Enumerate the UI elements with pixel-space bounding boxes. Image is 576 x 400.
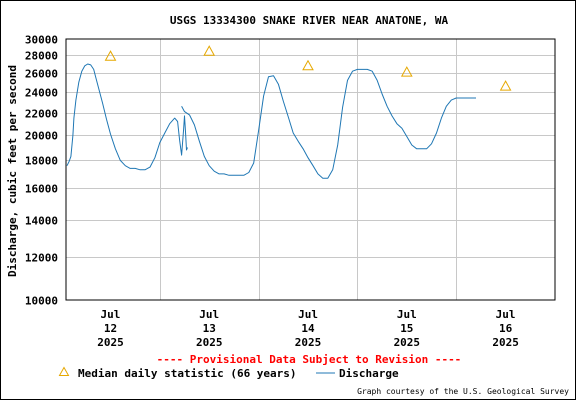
y-tick-label: 16000 [25, 183, 58, 196]
x-tick-year: 2025 [295, 336, 322, 349]
credit-text: Graph courtesy of the U.S. Geological Su… [357, 387, 569, 396]
y-tick-label: 28000 [25, 50, 58, 63]
x-tick-year: 2025 [196, 336, 223, 349]
x-tick-labels: Jul122025Jul132025Jul142025Jul152025Jul1… [97, 308, 519, 349]
y-tick-label: 24000 [25, 87, 58, 100]
y-tick-label: 10000 [25, 295, 58, 308]
legend-median-marker [58, 366, 70, 376]
legend: Median daily statistic (66 years) Discha… [58, 366, 399, 380]
x-tick-month: Jul [101, 308, 121, 321]
series-layer [66, 45, 512, 179]
y-axis-label: Discharge, cubic feet per second [6, 65, 19, 277]
plot-area-border [65, 38, 556, 301]
median-marker [104, 50, 117, 61]
discharge-line [181, 68, 476, 179]
x-tick-year: 2025 [97, 336, 124, 349]
chart-title: USGS 13334300 SNAKE RIVER NEAR ANATONE, … [170, 14, 449, 27]
y-tick-label: 18000 [25, 155, 58, 168]
x-tick-month: Jul [496, 308, 516, 321]
x-tick-day: 12 [104, 322, 117, 335]
x-tick-day: 13 [203, 322, 216, 335]
x-tick-year: 2025 [492, 336, 519, 349]
x-tick-day: 14 [301, 322, 315, 335]
x-tick-year: 2025 [394, 336, 421, 349]
provisional-notice: ---- Provisional Data Subject to Revisio… [157, 353, 462, 366]
median-marker [400, 66, 413, 77]
x-tick-day: 15 [400, 322, 413, 335]
median-marker [499, 80, 512, 91]
median-marker [302, 59, 314, 71]
y-tick-label: 14000 [25, 215, 58, 228]
median-marker [203, 45, 216, 56]
x-tick-month: Jul [199, 308, 219, 321]
x-tick-day: 16 [499, 322, 513, 335]
y-tick-label: 30000 [25, 34, 58, 47]
legend-median-label: Median daily statistic (66 years) [78, 367, 297, 380]
y-tick-labels: 10000 12000 14000 16000 18000 20000 22000 24000… [25, 34, 58, 308]
discharge-line [66, 63, 188, 171]
y-tick-label: 12000 [25, 252, 58, 265]
x-tick-month: Jul [298, 308, 318, 321]
y-tick-label: 20000 [25, 130, 58, 143]
grid-lines [66, 39, 555, 300]
legend-discharge-label: Discharge [339, 367, 399, 380]
y-tick-label: 26000 [25, 68, 58, 81]
x-tick-month: Jul [397, 308, 417, 321]
y-tick-label: 22000 [25, 108, 58, 121]
